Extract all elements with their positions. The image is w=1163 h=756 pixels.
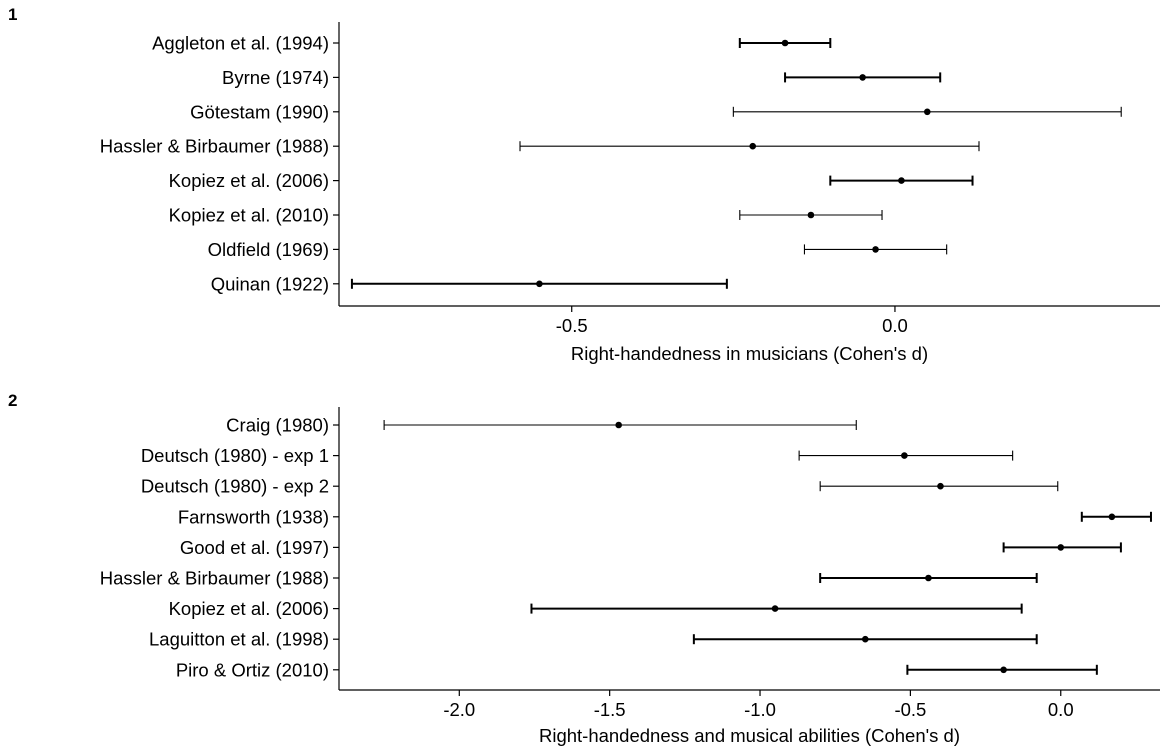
point-estimate: [872, 246, 879, 253]
study-label: Byrne (1974): [222, 67, 329, 88]
study-label: Kopiez et al. (2010): [169, 205, 329, 226]
x-tick-label: -2.0: [443, 699, 475, 720]
x-axis-title: Right-handedness and musical abilities (…: [539, 725, 960, 746]
study-label: Deutsch (1980) - exp 2: [141, 476, 329, 497]
point-estimate: [937, 482, 944, 490]
study-label: Kopiez et al. (2006): [169, 598, 329, 619]
panel-label: 2: [8, 391, 17, 410]
panel-musicians: 1 Aggleton et al. (1994) Byrne (1974) Götes…: [8, 5, 1160, 364]
study-label: Quinan (1922): [211, 273, 329, 294]
study-label: Deutsch (1980) - exp 1: [141, 445, 329, 466]
point-estimate: [807, 211, 815, 219]
study-label: Hassler & Birbaumer (1988): [100, 568, 329, 589]
panel-musical-abilities: 2 Craig (1980) Deutsch (1980) - exp 1 Deuts…: [8, 391, 1160, 746]
x-tick-label: -0.5: [894, 699, 926, 720]
point-estimate: [1108, 513, 1116, 521]
study-label: Good et al. (1997): [180, 537, 329, 558]
x-tick-label: 0.0: [882, 315, 908, 336]
point-estimate: [861, 635, 869, 643]
point-estimate: [771, 605, 779, 612]
point-estimate: [615, 421, 622, 429]
point-estimate: [536, 280, 543, 288]
point-estimate: [898, 177, 905, 184]
study-label: Götestam (1990): [190, 101, 329, 122]
x-axis-title: Right-handedness in musicians (Cohen's d…: [571, 343, 928, 364]
point-estimate: [925, 574, 932, 582]
study-label: Hassler & Birbaumer (1988): [100, 136, 329, 157]
point-estimate: [1057, 544, 1065, 551]
study-label: Oldfield (1969): [208, 239, 329, 260]
panel-label: 1: [8, 5, 17, 24]
study-label: Farnsworth (1938): [178, 506, 329, 527]
point-estimate: [923, 108, 931, 116]
study-label: Craig (1980): [226, 415, 329, 436]
point-estimate: [859, 74, 866, 81]
point-estimate: [1000, 666, 1007, 674]
study-label: Laguitton et al. (1998): [149, 629, 329, 650]
point-estimate: [901, 452, 908, 459]
x-tick-label: -1.5: [594, 699, 626, 720]
point-estimate: [749, 142, 757, 150]
study-label: Kopiez et al. (2006): [169, 170, 329, 191]
x-tick-label: -0.5: [556, 315, 588, 336]
x-tick-label: 0.0: [1048, 699, 1074, 720]
point-estimate: [781, 39, 789, 47]
study-label: Piro & Ortiz (2010): [176, 659, 329, 680]
x-tick-label: -1.0: [744, 699, 776, 720]
study-label: Aggleton et al. (1994): [152, 33, 329, 54]
